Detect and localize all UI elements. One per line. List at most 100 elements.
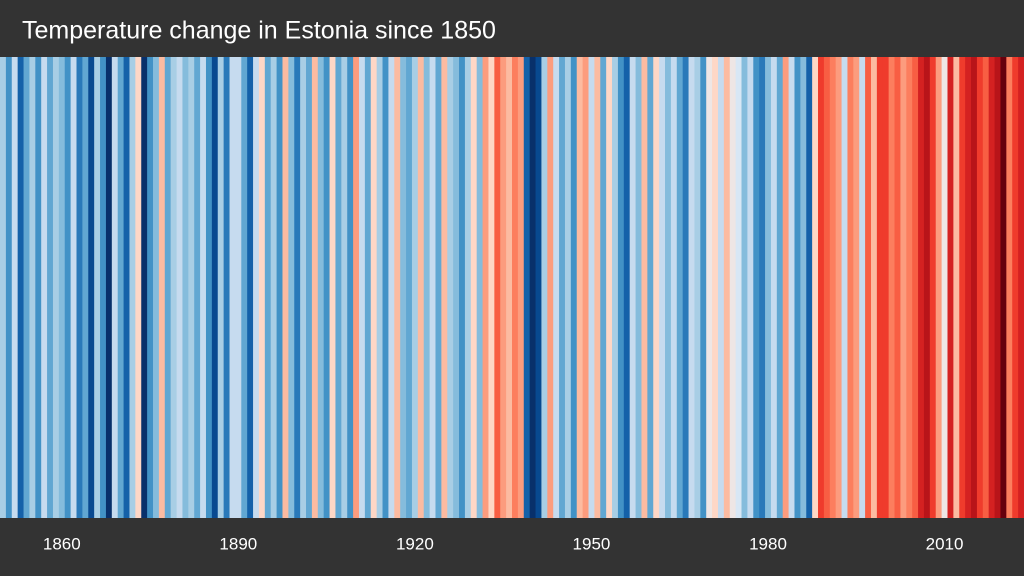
stripe bbox=[570, 57, 578, 518]
stripe bbox=[294, 57, 301, 518]
stripe bbox=[1018, 57, 1024, 518]
stripe bbox=[723, 57, 731, 518]
stripe bbox=[659, 57, 666, 518]
stripe bbox=[276, 57, 283, 518]
stripe bbox=[606, 57, 613, 518]
x-tick-label: 1980 bbox=[749, 534, 787, 553]
stripe bbox=[700, 57, 707, 518]
stripe bbox=[747, 57, 754, 518]
stripe bbox=[488, 57, 495, 518]
stripe bbox=[735, 57, 742, 518]
stripe bbox=[117, 57, 124, 518]
stripe bbox=[823, 57, 831, 518]
stripe bbox=[35, 57, 42, 518]
stripe bbox=[741, 57, 748, 518]
stripe bbox=[11, 57, 19, 518]
stripe bbox=[453, 57, 460, 518]
stripe bbox=[52, 57, 60, 518]
stripe bbox=[670, 57, 678, 518]
stripe bbox=[547, 57, 554, 518]
stripe bbox=[641, 57, 648, 518]
stripe bbox=[353, 57, 360, 518]
stripe bbox=[394, 57, 401, 518]
stripe bbox=[947, 57, 954, 518]
stripe bbox=[665, 57, 672, 518]
stripe bbox=[447, 57, 454, 518]
stripe bbox=[929, 57, 937, 518]
stripe bbox=[812, 57, 819, 518]
stripe bbox=[800, 57, 807, 518]
stripe bbox=[694, 57, 701, 518]
stripe bbox=[682, 57, 689, 518]
stripe bbox=[512, 57, 519, 518]
stripe bbox=[706, 57, 713, 518]
chart-title: Temperature change in Estonia since 1850 bbox=[22, 17, 496, 45]
stripe bbox=[105, 57, 113, 518]
stripe bbox=[1006, 57, 1013, 518]
stripe bbox=[241, 57, 248, 518]
stripe bbox=[564, 57, 572, 518]
stripe bbox=[58, 57, 66, 518]
stripe bbox=[635, 57, 642, 518]
stripe bbox=[94, 57, 101, 518]
stripe bbox=[882, 57, 890, 518]
stripe bbox=[988, 57, 995, 518]
stripe bbox=[971, 57, 978, 518]
stripe bbox=[170, 57, 177, 518]
stripe bbox=[64, 57, 72, 518]
stripe bbox=[806, 57, 813, 518]
stripe bbox=[717, 57, 725, 518]
stripe bbox=[941, 57, 948, 518]
stripe bbox=[435, 57, 442, 518]
stripe bbox=[841, 57, 848, 518]
stripe bbox=[829, 57, 837, 518]
stripe bbox=[1000, 57, 1007, 518]
stripe bbox=[629, 57, 636, 518]
stripe bbox=[688, 57, 695, 518]
stripe bbox=[582, 57, 589, 518]
stripe bbox=[765, 57, 772, 518]
stripe bbox=[47, 57, 54, 518]
stripe bbox=[23, 57, 30, 518]
x-tick-label: 1860 bbox=[43, 534, 81, 553]
stripe bbox=[141, 57, 148, 518]
stripe bbox=[464, 57, 472, 518]
stripe bbox=[729, 57, 737, 518]
stripe bbox=[129, 57, 136, 518]
stripe bbox=[164, 57, 172, 518]
stripe bbox=[859, 57, 866, 518]
stripe bbox=[370, 57, 378, 518]
stripe bbox=[70, 57, 77, 518]
stripe bbox=[406, 57, 413, 518]
stripe bbox=[982, 57, 990, 518]
stripe bbox=[500, 57, 507, 518]
stripe bbox=[306, 57, 313, 518]
stripe bbox=[17, 57, 24, 518]
stripe bbox=[188, 57, 195, 518]
stripe bbox=[111, 57, 119, 518]
stripe bbox=[953, 57, 960, 518]
stripe bbox=[559, 57, 566, 518]
stripe bbox=[258, 57, 266, 518]
stripe bbox=[311, 57, 319, 518]
stripe bbox=[870, 57, 878, 518]
stripe bbox=[323, 57, 330, 518]
stripe bbox=[82, 57, 89, 518]
stripe bbox=[888, 57, 895, 518]
stripe bbox=[600, 57, 607, 518]
stripe bbox=[411, 57, 419, 518]
stripe bbox=[364, 57, 372, 518]
stripe bbox=[482, 57, 489, 518]
stripe bbox=[976, 57, 984, 518]
stripe bbox=[76, 57, 83, 518]
stripe bbox=[329, 57, 336, 518]
stripe bbox=[617, 57, 625, 518]
stripe bbox=[205, 57, 213, 518]
x-tick-label: 2010 bbox=[926, 534, 964, 553]
stripe bbox=[847, 57, 854, 518]
stripe bbox=[994, 57, 1001, 518]
stripe bbox=[217, 57, 225, 518]
stripe bbox=[776, 57, 784, 518]
stripe bbox=[965, 57, 972, 518]
